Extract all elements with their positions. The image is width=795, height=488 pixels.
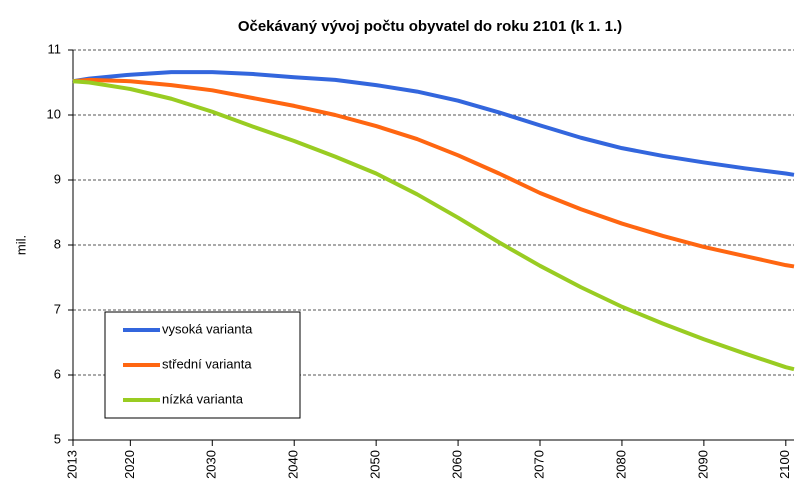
y-tick-label: 5 (54, 431, 61, 446)
y-tick-label: 11 (48, 41, 62, 56)
line-series (72, 79, 795, 372)
y-tick-label: 6 (54, 366, 61, 381)
x-tick-label: 2013 (64, 450, 79, 479)
chart-title: Očekávaný vývoj počtu obyvatel do roku 2… (238, 18, 622, 35)
x-tick-label: 2030 (204, 450, 219, 479)
line-series (72, 70, 795, 177)
x-tick-label: 2080 (613, 450, 628, 479)
line-series (72, 77, 795, 269)
legend-label: střední varianta (162, 356, 252, 371)
x-tick-label: 2040 (286, 450, 301, 479)
y-tick-label: 10 (47, 106, 61, 121)
x-tick-label: 2060 (450, 450, 465, 479)
x-tick-label: 2090 (695, 450, 710, 479)
y-tick-label: 7 (54, 301, 61, 316)
x-tick-label: 2020 (122, 450, 137, 479)
legend-label: vysoká varianta (162, 321, 253, 336)
y-tick-label: 8 (54, 236, 61, 251)
x-tick-label: 2100 (777, 450, 792, 479)
y-tick-label: 9 (54, 171, 61, 186)
x-tick-label: 2050 (368, 450, 383, 479)
y-axis-label: mil. (13, 235, 28, 255)
legend-label: nízká varianta (162, 391, 244, 406)
x-tick-label: 2070 (531, 450, 546, 479)
